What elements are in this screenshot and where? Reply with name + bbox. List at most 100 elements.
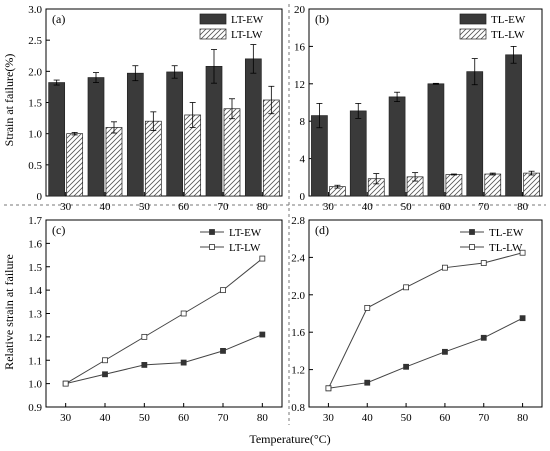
legend-label: LT-EW [229,227,262,239]
legend-swatch [459,13,487,25]
panel-label: (a) [52,12,65,26]
y-tick-label: 1.5 [28,262,42,274]
y-tick-label: 2.0 [28,66,42,78]
y-tick-label: 0 [37,191,43,203]
y-tick-label: 4 [300,154,306,166]
x-tick-label: 30 [323,201,335,213]
y-tick-label: 1.7 [28,215,42,227]
x-tick-label: 50 [139,412,151,424]
x-tick-label: 80 [517,412,529,424]
legend-marker [469,229,475,235]
marker-tl-lw-40 [364,304,371,311]
y-tick-label: 1.6 [28,238,42,250]
y-axis-title-top: Strain at failure(%) [2,54,16,147]
bar-lt-lw-70 [223,108,241,197]
marker-lt-lw-40 [102,357,108,364]
legend-swatch [459,28,487,40]
marker-lt-ew-70 [220,347,226,354]
x-tick-label: 60 [439,412,451,424]
panel-d: 0.8 1.2 1.6 2.0 2.4 2.8 (d) 30 40 50 60 70 80 TL-EW TL… [291,215,543,424]
x-tick-label: 70 [218,412,230,424]
marker-lt-lw-30 [62,380,69,387]
series-line-lt-ew [65,334,263,385]
x-tick-label: 30 [60,201,72,213]
y-tick-label: 3.0 [28,4,42,16]
y-tick-label: 1.2 [28,332,42,344]
marker-tl-ew-70 [480,334,487,341]
x-tick-label: 60 [439,201,451,213]
bar-lt-ew-50 [126,72,144,197]
y-tick-label: 2.4 [291,252,305,264]
bar-tl-ew-80 [505,54,522,197]
x-tick-label: 60 [178,201,190,213]
x-tick-label: 40 [100,201,112,213]
x-tick-label: 50 [401,412,413,424]
panel-b: 0 4 8 12 16 20 (b) 30 40 50 60 70 80 TL-EW TL-LW [294,4,543,213]
plot-frame [308,219,543,408]
bar-lt-ew-40 [87,77,105,197]
marker-lt-ew-80 [259,331,266,338]
y-tick-label: 12 [294,79,305,91]
bar-lt-ew-60 [166,71,184,197]
legend-swatch [199,28,227,40]
legend-label: TL-EW [489,227,524,239]
legend-marker [469,244,475,250]
legend-label: LT-LW [229,242,261,254]
x-tick-label: 80 [257,412,269,424]
y-tick-label: 1.6 [291,327,305,339]
marker-lt-ew-60 [180,359,187,366]
y-tick-label: 8 [300,116,306,128]
legend-swatch [199,13,227,25]
bar-tl-ew-70 [466,71,484,197]
legend-label: LT-LW [231,29,263,41]
bar-tl-lw-60 [445,174,463,197]
bar-lt-lw-80 [262,99,280,197]
x-tick-label: 30 [60,412,72,424]
series-line-lt-lw [65,258,263,385]
y-tick-label: 1.2 [291,365,305,377]
plot-frame [308,8,543,197]
marker-tl-ew-40 [364,379,371,386]
y-tick-label: 0.5 [28,160,42,172]
bar-lt-lw-40 [105,127,123,197]
panel-a: 0 0.5 1.0 1.5 2.0 2.5 3.0 (a) 30 40 50 60 70 80 LT-EW L… [28,4,283,213]
series-line-tl-lw [327,252,523,389]
x-tick-label: 80 [517,201,529,213]
marker-tl-ew-50 [403,363,409,370]
x-tick-label: 30 [323,412,335,424]
marker-tl-lw-70 [480,260,487,266]
bar-tl-ew-50 [388,96,406,197]
bar-lt-lw-30 [66,133,84,197]
marker-tl-ew-80 [519,315,526,322]
y-tick-label: 0.9 [28,402,42,414]
marker-lt-lw-80 [259,255,266,262]
panel-label: (b) [315,12,329,26]
marker-tl-lw-80 [519,249,526,256]
legend-label: TL-LW [489,242,523,254]
x-tick-label: 40 [100,412,112,424]
marker-tl-ew-60 [442,348,448,355]
marker-lt-lw-70 [220,287,226,294]
marker-tl-lw-30 [325,385,332,392]
y-axis-title-bottom: Relative strain at failure [2,254,16,370]
legend-marker [209,244,215,250]
y-tick-label: 0 [300,191,306,203]
marker-lt-ew-50 [141,362,148,368]
x-tick-label: 60 [178,412,190,424]
y-tick-label: 0.8 [291,402,305,414]
y-tick-label: 20 [294,4,306,16]
marker-lt-lw-60 [180,310,187,317]
bar-tl-lw-70 [484,173,502,197]
x-tick-label: 50 [139,201,151,213]
y-tick-label: 1.1 [28,355,42,367]
marker-tl-lw-50 [403,284,409,291]
x-tick-label: 80 [257,201,269,213]
bar-tl-ew-60 [427,83,445,197]
y-tick-label: 2.8 [291,215,305,227]
marker-tl-lw-60 [442,264,448,271]
marker-lt-lw-50 [141,333,148,340]
x-axis-title: Temperature(°C) [249,432,330,446]
x-tick-label: 40 [362,412,374,424]
bar-tl-lw-80 [523,172,540,197]
